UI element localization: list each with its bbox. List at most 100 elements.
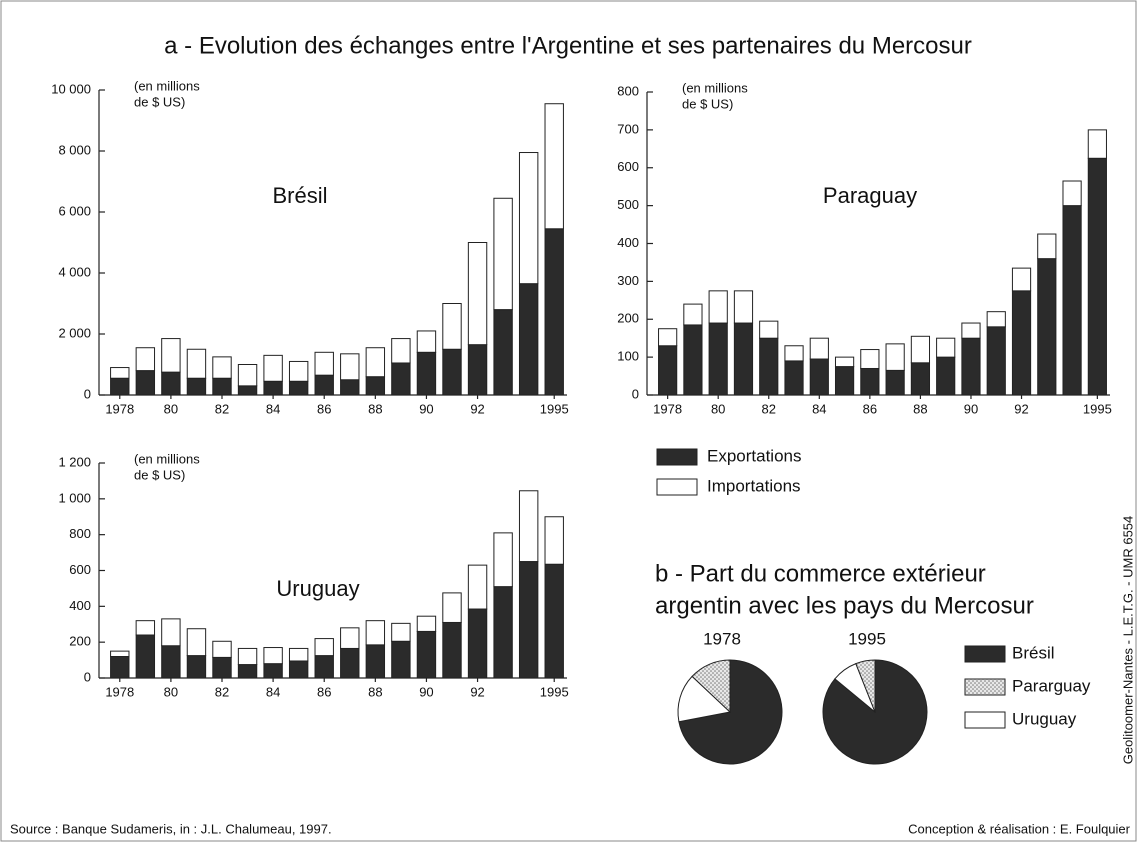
y-tick-label: 800 bbox=[69, 526, 91, 541]
bar-segment bbox=[365, 620, 386, 646]
bar-segment bbox=[263, 663, 283, 679]
legend-swatch bbox=[964, 645, 1006, 663]
bar-segment bbox=[544, 516, 564, 565]
bar-segment bbox=[1011, 267, 1032, 292]
bar-segment bbox=[314, 655, 334, 679]
y-tick-label: 800 bbox=[617, 83, 639, 98]
y-tick-label: 600 bbox=[617, 159, 639, 174]
bar-segment bbox=[986, 326, 1006, 396]
bar-segment bbox=[834, 356, 855, 368]
bar-segment bbox=[1011, 290, 1032, 396]
unit-label: (en millions bbox=[134, 451, 200, 466]
y-tick-label: 1 200 bbox=[58, 454, 91, 469]
x-tick-label: 92 bbox=[1014, 401, 1028, 416]
bar-segment bbox=[961, 337, 981, 396]
legend-label: Exportations bbox=[707, 446, 802, 465]
x-tick-label: 86 bbox=[317, 401, 331, 416]
pie-title: b - Part du commerce extérieur bbox=[655, 560, 986, 587]
bar-segment bbox=[910, 362, 931, 396]
y-tick-label: 0 bbox=[84, 669, 91, 684]
pie-slice bbox=[822, 659, 928, 765]
x-tick-label: 88 bbox=[913, 401, 927, 416]
x-tick-label: 1978 bbox=[653, 401, 682, 416]
x-tick-label: 90 bbox=[964, 401, 978, 416]
bar-segment bbox=[683, 303, 703, 326]
y-tick-label: 2 000 bbox=[58, 325, 91, 340]
bar-segment bbox=[467, 242, 488, 346]
pie-year: 1995 bbox=[848, 629, 886, 648]
y-tick-label: 600 bbox=[69, 562, 91, 577]
x-tick-label: 84 bbox=[266, 401, 280, 416]
bar-segment bbox=[288, 647, 309, 662]
credit: Conception & réalisation : E. Foulquier bbox=[908, 821, 1131, 836]
bar-segment bbox=[110, 377, 130, 396]
pie-slice bbox=[691, 659, 731, 714]
bar-segment bbox=[936, 356, 956, 396]
bar-segment bbox=[288, 660, 309, 679]
x-tick-label: 80 bbox=[164, 684, 178, 699]
bar-segment bbox=[110, 650, 130, 657]
bar-segment bbox=[442, 303, 462, 350]
bar-segment bbox=[1087, 157, 1107, 396]
y-tick-label: 8 000 bbox=[58, 142, 91, 157]
bar-segment bbox=[186, 655, 207, 679]
bar-segment bbox=[493, 197, 513, 311]
pie-title: argentin avec les pays du Mercosur bbox=[655, 592, 1034, 619]
bar-segment bbox=[391, 622, 411, 642]
bar-segment bbox=[314, 638, 334, 657]
bar-segment bbox=[340, 647, 360, 679]
bar-segment bbox=[314, 351, 334, 376]
source: Source : Banque Sudameris, in : J.L. Cha… bbox=[10, 821, 332, 836]
bar-segment bbox=[493, 532, 513, 588]
x-tick-label: 90 bbox=[419, 684, 433, 699]
bar-segment bbox=[391, 362, 411, 396]
legend-label: Pararguay bbox=[1012, 676, 1091, 695]
bar-segment bbox=[416, 615, 437, 632]
x-tick-label: 1995 bbox=[540, 684, 569, 699]
bar-segment bbox=[161, 371, 181, 396]
y-tick-label: 500 bbox=[617, 197, 639, 212]
unit-label: (en millions bbox=[682, 80, 748, 95]
legend-label: Brésil bbox=[1012, 643, 1055, 662]
x-tick-label: 1995 bbox=[540, 401, 569, 416]
bar-segment bbox=[544, 563, 564, 679]
bar-segment bbox=[340, 379, 360, 396]
bar-segment bbox=[288, 380, 309, 396]
bar-segment bbox=[135, 620, 156, 636]
bar-segment bbox=[237, 385, 258, 396]
bar-segment bbox=[135, 347, 156, 372]
y-tick-label: 1 000 bbox=[58, 490, 91, 505]
bar-segment bbox=[186, 348, 207, 379]
y-tick-label: 300 bbox=[617, 273, 639, 288]
bar-segment bbox=[442, 621, 462, 679]
bar-segment bbox=[860, 349, 880, 369]
bar-segment bbox=[493, 309, 513, 396]
y-tick-label: 400 bbox=[69, 598, 91, 613]
bar-segment bbox=[365, 376, 386, 396]
bar-segment bbox=[186, 377, 207, 396]
bar-segment bbox=[442, 348, 462, 396]
panel-label: Paraguay bbox=[823, 183, 917, 208]
bar-segment bbox=[1037, 258, 1057, 396]
bar-segment bbox=[683, 324, 703, 396]
x-tick-label: 90 bbox=[419, 401, 433, 416]
x-tick-label: 82 bbox=[762, 401, 776, 416]
bar-segment bbox=[110, 367, 130, 379]
bar-segment bbox=[416, 351, 437, 396]
y-tick-label: 700 bbox=[617, 121, 639, 136]
bar-segment bbox=[809, 337, 829, 360]
x-tick-label: 88 bbox=[368, 684, 382, 699]
bar-segment bbox=[885, 369, 905, 396]
x-tick-label: 84 bbox=[266, 684, 280, 699]
side-credit: Geolitoomer-Nantes - L.E.T.G. - UMR 6554 bbox=[1120, 516, 1135, 765]
bar-segment bbox=[759, 320, 779, 339]
bar-segment bbox=[416, 630, 437, 679]
legend-swatch bbox=[656, 478, 698, 496]
bar-segment bbox=[467, 344, 488, 396]
bar-segment bbox=[340, 627, 360, 649]
bar-segment bbox=[340, 353, 360, 381]
bar-segment bbox=[518, 283, 539, 396]
legend-swatch bbox=[964, 711, 1006, 729]
x-tick-label: 80 bbox=[164, 401, 178, 416]
bar-segment bbox=[1062, 205, 1082, 396]
